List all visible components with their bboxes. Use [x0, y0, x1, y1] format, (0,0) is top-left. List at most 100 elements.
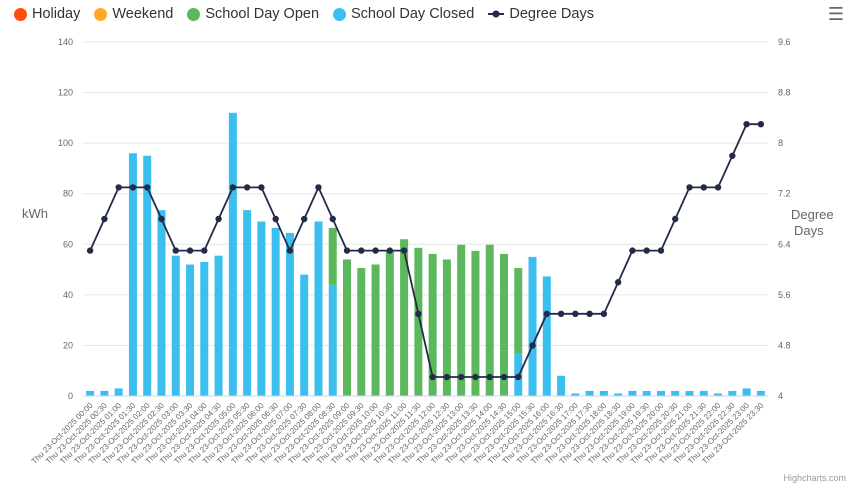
degree-days-point	[243, 184, 251, 191]
degree-days-point	[129, 184, 137, 191]
bar-school-day-closed	[528, 256, 537, 396]
y-tick-label: 140	[58, 37, 73, 47]
bar-school-day-closed	[756, 390, 765, 396]
bar-school-day-closed	[614, 393, 623, 396]
y2-tick-label: 8	[778, 138, 783, 148]
y-tick-label: 120	[58, 88, 73, 98]
y2-tick-label: 9.6	[778, 37, 791, 47]
bar-school-day-closed	[714, 393, 723, 396]
y-tick-label: 100	[58, 138, 73, 148]
degree-days-point	[215, 215, 222, 223]
bar-school-day-closed	[571, 393, 580, 396]
bar-school-day-closed	[228, 112, 237, 397]
legend-marker	[94, 7, 108, 21]
legend-marker	[333, 7, 347, 21]
bar-school-day-closed	[214, 255, 223, 396]
degree-days-point	[201, 247, 208, 254]
y2-tick-label: 8.8	[778, 88, 791, 98]
degree-days-point	[515, 373, 522, 381]
y-tick-label: 60	[63, 239, 73, 249]
legend-label: Degree Days	[509, 6, 594, 22]
bar-school-day-closed	[114, 388, 123, 396]
bar-school-day-closed	[585, 390, 594, 396]
legend-marker	[14, 7, 27, 21]
bar-school-day-closed	[656, 390, 665, 396]
bar-school-day-open	[514, 268, 523, 354]
degree-days-point	[443, 373, 451, 381]
y2-axis-title: Days	[794, 223, 824, 238]
bar-school-day-open	[442, 259, 451, 396]
degree-days-point	[686, 184, 693, 191]
y-tick-label: 80	[63, 189, 73, 199]
bar-school-day-closed	[86, 390, 95, 396]
legend-marker	[187, 7, 201, 21]
legend-item-holiday[interactable]: Holiday	[14, 6, 80, 22]
y2-tick-label: 5.6	[778, 290, 791, 300]
degree-days-point	[657, 247, 665, 254]
bar-school-day-closed	[728, 390, 737, 396]
bar-school-day-closed	[628, 390, 637, 396]
bar-school-day-closed	[685, 390, 694, 396]
degree-days-point	[372, 247, 379, 254]
degree-days-point	[86, 247, 94, 254]
legend-item-school-day-open[interactable]: School Day Open	[187, 6, 319, 22]
degree-days-point	[757, 120, 765, 128]
degree-days-point	[614, 279, 622, 286]
bar-school-day-open	[428, 253, 437, 396]
bar-school-day-closed	[285, 232, 294, 396]
degree-days-point	[358, 247, 365, 254]
degree-days-point	[700, 184, 707, 191]
line-marker-icon	[488, 10, 505, 18]
degree-days-point	[600, 310, 608, 318]
degree-days-point	[743, 120, 750, 128]
bar-school-day-closed	[314, 221, 323, 396]
degree-days-point	[415, 310, 422, 318]
legend-item-weekend[interactable]: Weekend	[94, 6, 173, 22]
legend-label: School Day Closed	[351, 6, 475, 22]
bar-school-day-open	[343, 259, 352, 396]
y-tick-label: 0	[68, 391, 73, 401]
legend-item-degree-days[interactable]: Degree Days	[488, 6, 594, 22]
legend-label: Holiday	[32, 6, 81, 22]
legend: Holiday Weekend School Day Open School D…	[14, 6, 594, 22]
bar-school-day-open	[457, 244, 466, 396]
degree-days-point	[643, 247, 650, 254]
degree-days-point	[101, 215, 108, 223]
degree-days-point	[343, 247, 351, 254]
bar-school-day-closed	[642, 390, 651, 396]
bar-school-day-open	[485, 244, 494, 396]
hamburger-menu-icon[interactable]: ☰	[827, 4, 844, 24]
bar-school-day-closed	[257, 221, 266, 396]
credits-link[interactable]: Highcharts.com	[783, 473, 846, 483]
y-axis-title: kWh	[22, 206, 48, 221]
degree-days-point	[486, 373, 493, 381]
degree-days-point	[472, 373, 479, 381]
legend-item-school-day-closed[interactable]: School Day Closed	[333, 6, 474, 22]
degree-days-point	[229, 184, 237, 191]
bar-school-day-closed	[200, 261, 209, 396]
degree-days-point	[729, 152, 736, 159]
degree-days-point	[315, 184, 322, 191]
bar-school-day-closed	[599, 390, 608, 396]
degree-days-point	[258, 184, 265, 191]
degree-days-point	[172, 247, 179, 254]
bar-school-day-open	[385, 250, 394, 396]
degree-days-point	[629, 247, 636, 254]
bar-school-day-closed	[143, 155, 152, 396]
bar-school-day-open	[357, 268, 366, 396]
bar-school-day-open	[328, 227, 337, 285]
y2-axis-title: Degree	[791, 207, 834, 222]
bar-school-day-closed	[271, 227, 280, 396]
bar-school-day-closed	[328, 284, 337, 396]
degree-days-point	[300, 215, 308, 223]
legend-label: Weekend	[112, 6, 174, 22]
bar-school-day-open	[471, 250, 480, 396]
bar-school-day-closed	[557, 375, 566, 396]
bar-school-day-closed	[186, 264, 195, 396]
degree-days-point	[286, 247, 294, 254]
degree-days-point	[543, 310, 551, 318]
degree-days-point	[529, 342, 536, 349]
bar-school-day-closed	[699, 390, 708, 396]
degree-days-point	[586, 310, 593, 318]
degree-days-point	[500, 373, 508, 381]
